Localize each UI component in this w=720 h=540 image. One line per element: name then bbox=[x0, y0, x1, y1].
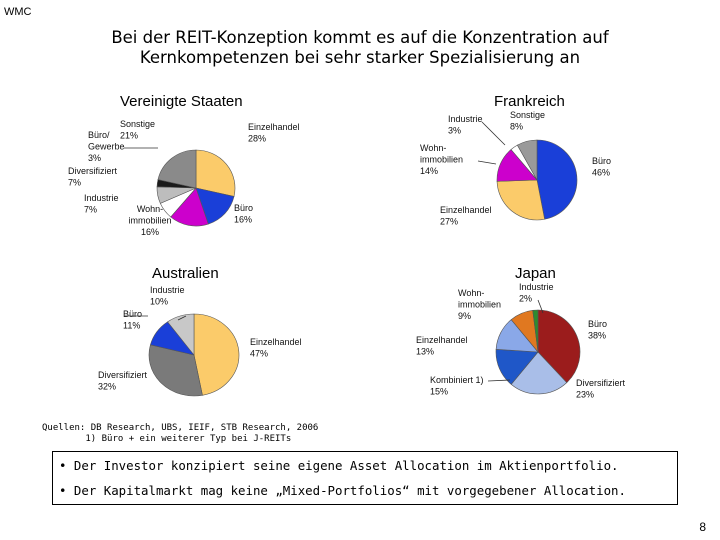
leader-line bbox=[477, 160, 497, 165]
brand-label: WMC bbox=[4, 6, 32, 18]
slice-label: Einzelhandel 47% bbox=[250, 337, 302, 359]
page-number: 8 bbox=[699, 520, 706, 534]
pie-charts: Einzelhandel 28% Büro 16% Wohn-immobilien 16%… bbox=[68, 110, 626, 400]
slice-label: Diversifiziert 23% bbox=[576, 378, 626, 400]
slice-label: Einzelhandel 27% bbox=[440, 205, 492, 227]
leader-line bbox=[537, 299, 544, 314]
slice-label: Wohn-immobilien 16% bbox=[128, 204, 171, 237]
pie-chart-1: Büro 46% Einzelhandel 27% Wohn-immobilien 14%… bbox=[420, 110, 611, 227]
slice-label: Sonstige 8% bbox=[510, 110, 545, 132]
slice-label: Industrie 7% bbox=[84, 193, 119, 215]
page-title: Bei der REIT-Konzeption kommt es auf die… bbox=[30, 28, 690, 68]
pie-slice bbox=[496, 179, 546, 221]
slice-label: Diversifiziert 7% bbox=[68, 166, 118, 188]
slice-label: Wohn-immobilien 9% bbox=[458, 288, 501, 321]
leader-line bbox=[487, 379, 511, 382]
slice-label: Büro 11% bbox=[123, 309, 142, 331]
pie-chart-2: Einzelhandel 47% Diversifiziert 32% Büro 11% I… bbox=[98, 285, 302, 397]
pie-slice bbox=[532, 309, 539, 353]
pie-slice bbox=[537, 309, 581, 384]
chart-title-usa: Vereinigte Staaten bbox=[120, 93, 243, 110]
bullet-1: • Der Investor konzipiert seine eigene A… bbox=[59, 458, 619, 473]
slice-label: Industrie 3% bbox=[448, 114, 483, 136]
slice-label: Diversifiziert 32% bbox=[98, 370, 148, 392]
leader-line bbox=[177, 315, 187, 321]
slice-label: Einzelhandel 13% bbox=[416, 335, 468, 357]
sources-line-1: Quellen: DB Research, UBS, IEIF, STB Res… bbox=[42, 423, 319, 433]
pie-chart-3: Büro 38% Diversifiziert 23% Kombiniert 1) 15%… bbox=[416, 282, 626, 400]
title-line-2: Kernkompetenzen bei sehr starker Spezial… bbox=[139, 48, 581, 67]
bullet-2: • Der Kapitalmarkt mag keine „Mixed-Port… bbox=[59, 483, 626, 498]
key-points-box: • Der Investor konzipiert seine eigene A… bbox=[52, 451, 678, 505]
sources-line-2: 1) Büro + ein weiterer Typ bei J-REITs bbox=[42, 433, 292, 444]
pie-chart-0: Einzelhandel 28% Büro 16% Wohn-immobilien 16%… bbox=[68, 119, 300, 237]
pie-slice bbox=[195, 149, 236, 197]
leader-line bbox=[481, 121, 506, 146]
slice-label: Kombiniert 1) 15% bbox=[430, 375, 484, 397]
pie-slice bbox=[516, 139, 538, 182]
pie-slice bbox=[193, 313, 240, 396]
slice-label: Sonstige 21% bbox=[120, 119, 155, 141]
pie-slice bbox=[167, 313, 195, 356]
pie-slice bbox=[148, 344, 203, 397]
slice-label: Einzelhandel 28% bbox=[248, 122, 300, 144]
chart-title-australia: Australien bbox=[152, 265, 219, 282]
slice-label: Büro 38% bbox=[588, 319, 607, 341]
title-line-1: Bei der REIT-Konzeption kommt es auf die… bbox=[111, 28, 609, 47]
pie-slice bbox=[536, 139, 578, 220]
chart-title-france: Frankreich bbox=[494, 93, 565, 110]
slice-label: Büro/Gewerbe 3% bbox=[88, 130, 125, 163]
slice-label: Büro 16% bbox=[234, 203, 253, 225]
pie-slice bbox=[510, 351, 568, 395]
slice-label: Büro 46% bbox=[592, 156, 611, 178]
chart-title-japan: Japan bbox=[515, 265, 556, 282]
slice-label: Industrie 10% bbox=[150, 285, 185, 307]
sources-note: Quellen: DB Research, UBS, IEIF, STB Res… bbox=[42, 423, 318, 444]
pie-slice bbox=[157, 149, 197, 189]
slice-label: Industrie 2% bbox=[519, 282, 554, 304]
slice-label: Wohn-immobilien 14% bbox=[420, 143, 463, 176]
